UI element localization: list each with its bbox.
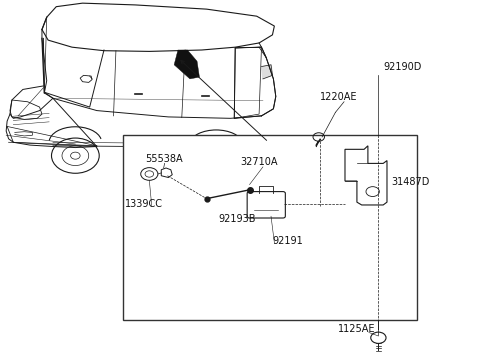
Text: 1220AE: 1220AE: [320, 92, 358, 102]
Polygon shape: [262, 65, 273, 79]
Text: 55538A: 55538A: [145, 154, 183, 164]
Polygon shape: [174, 50, 199, 79]
Text: 92191: 92191: [273, 236, 303, 246]
Text: 32710A: 32710A: [240, 157, 277, 167]
Text: 31487D: 31487D: [392, 176, 430, 186]
Text: 92193B: 92193B: [218, 213, 256, 224]
Text: 92190D: 92190D: [383, 62, 421, 72]
Text: 1339CC: 1339CC: [124, 200, 163, 209]
Text: 1125AE: 1125AE: [338, 324, 375, 334]
Bar: [123, 135, 417, 320]
